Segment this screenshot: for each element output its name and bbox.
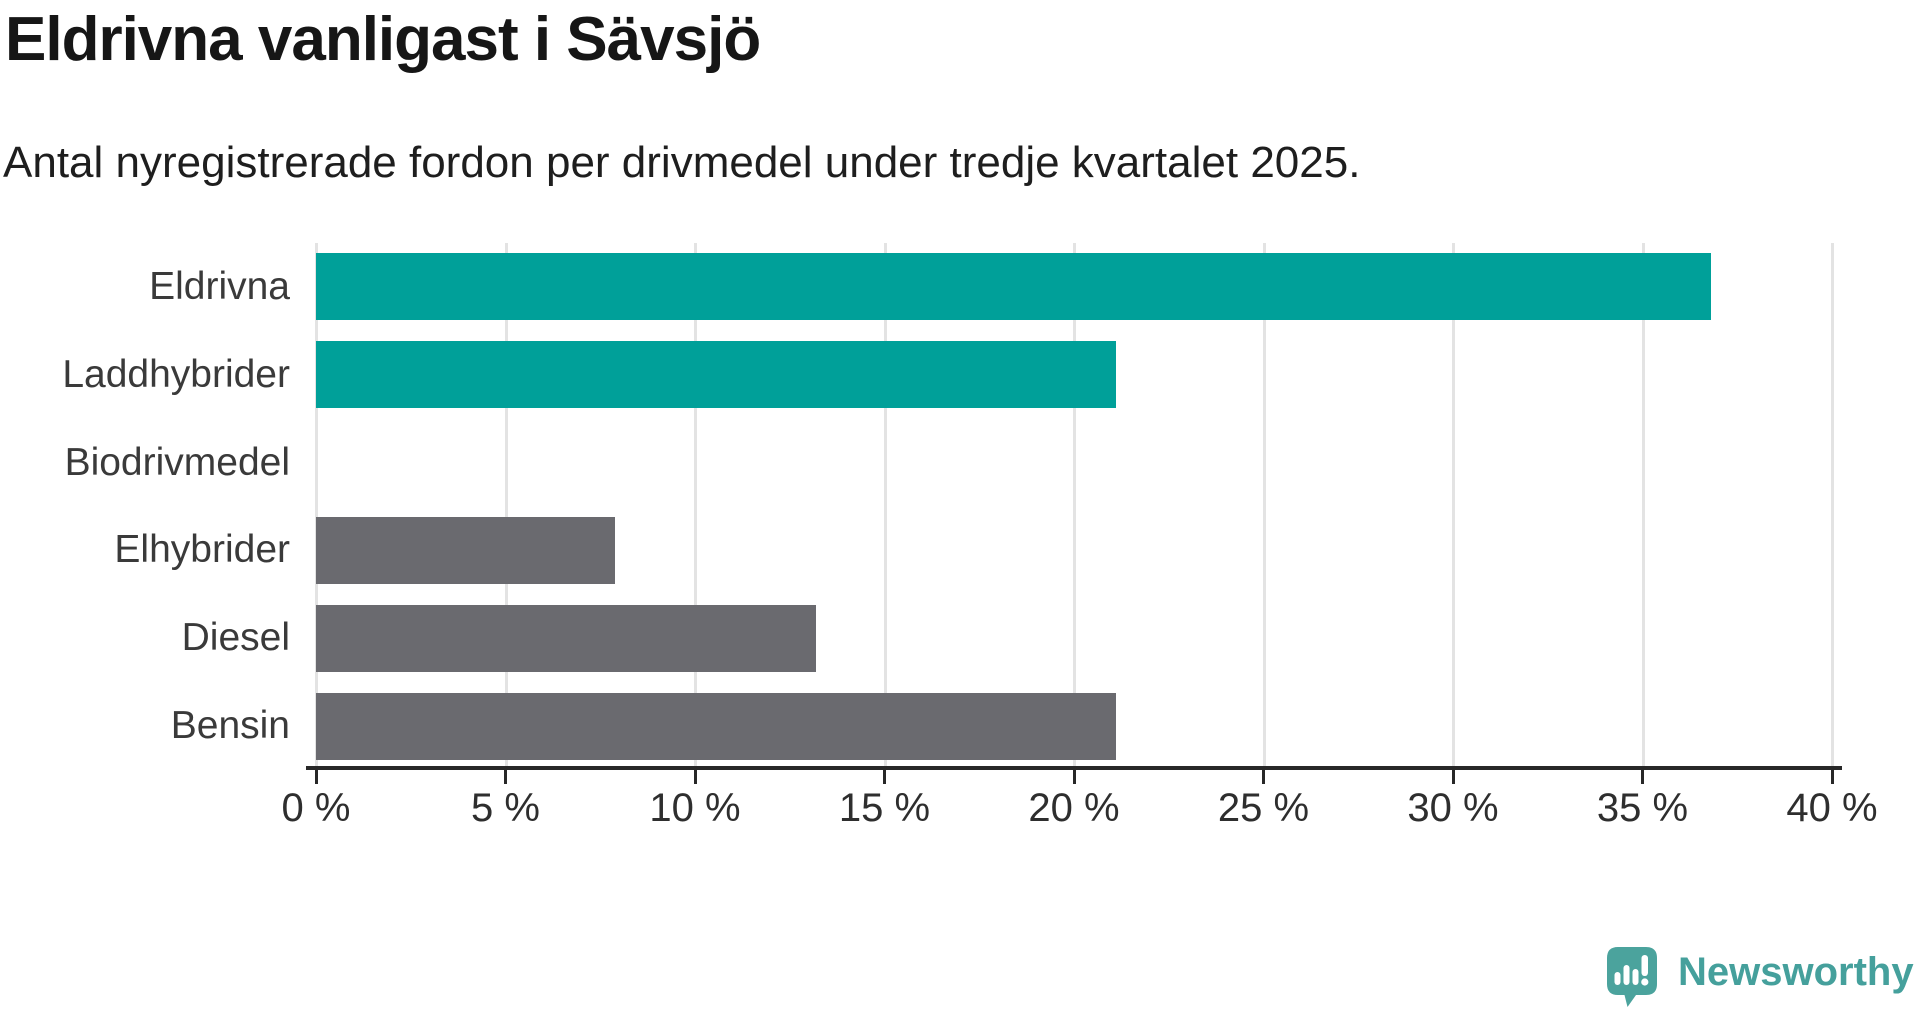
x-tick-30 [1451,770,1455,784]
x-tick-label-15: 15 % [838,786,931,830]
x-tick-25 [1262,770,1265,784]
x-tick-label-0: 0 % [281,786,351,830]
x-tick-label-40: 40 % [1786,786,1878,830]
gridline-40 [1831,243,1834,770]
bar-bensin [316,692,1116,760]
plot-area [315,243,1834,770]
gridline-30 [1452,243,1455,770]
chart-title: Eldrivna vanligast i Sävsjö [5,5,761,74]
x-tick-20 [1072,770,1076,784]
gridline-35 [1641,243,1645,770]
x-tick-label-20: 20 % [1028,786,1120,830]
gridline-5 [504,243,508,770]
row-label-laddhybrider: Laddhybrider [62,352,290,396]
newsworthy-logo: Newsworthy [1606,946,1914,1008]
bar-elhybrider [316,516,616,584]
bar-eldrivna [316,253,1711,321]
bar-laddhybrider [316,341,1116,409]
gridline-0 [315,243,318,770]
x-tick-label-30: 30 % [1407,786,1499,830]
x-tick-40 [1830,770,1834,784]
x-tick-10 [693,770,697,784]
row-label-elhybrider: Elhybrider [114,528,290,572]
y-axis-category-labels: Eldrivna Laddhybrider Biodrivmedel Elhybrid… [0,243,290,770]
x-tick-0 [314,770,318,784]
x-tick-label-35: 35 % [1596,786,1689,830]
x-tick-35 [1641,770,1644,784]
x-tick-5 [504,770,507,784]
x-tick-label-5: 5 % [471,786,540,830]
x-axis-line [306,766,1842,770]
gridline-15 [883,243,887,770]
speech-bubble-bar-chart-icon [1607,947,1657,1007]
bar-diesel [316,604,817,672]
gridline-20 [1073,243,1076,770]
row-label-biodrivmedel: Biodrivmedel [64,440,290,484]
row-label-bensin: Bensin [170,704,290,748]
gridline-25 [1262,243,1266,770]
x-tick-label-25: 25 % [1217,786,1310,830]
x-tick-15 [883,770,886,784]
x-tick-label-10: 10 % [649,786,741,830]
row-label-eldrivna: Eldrivna [149,264,290,308]
row-label-diesel: Diesel [181,616,290,660]
chart-subtitle: Antal nyregistrerade fordon per drivmede… [3,138,1361,187]
newsworthy-logo-text: Newsworthy [1678,950,1914,994]
gridline-10 [694,243,697,770]
